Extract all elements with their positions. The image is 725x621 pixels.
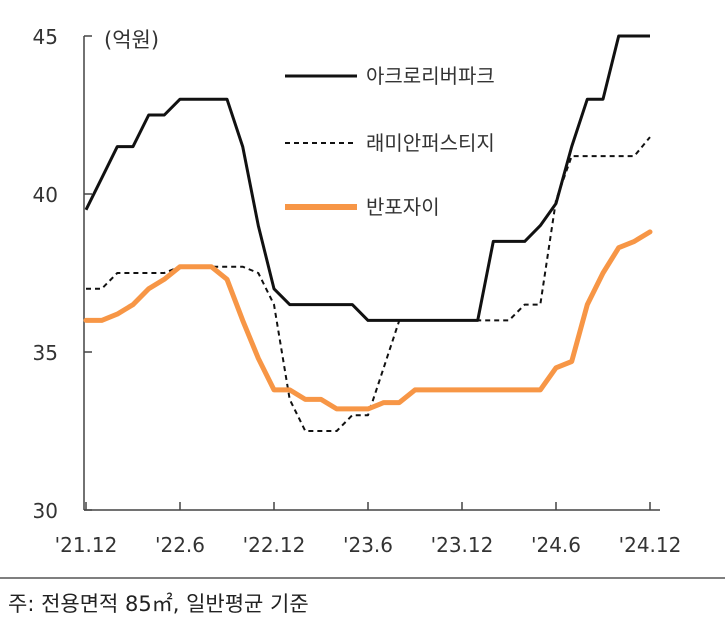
y-tick-label: 30 <box>33 499 58 523</box>
y-tick-label: 40 <box>33 183 58 207</box>
x-tick-label: '24.12 <box>619 533 682 557</box>
x-tick-label: '24.6 <box>531 533 581 557</box>
footnote: 주: 전용면적 85㎡, 일반평균 기준 <box>8 592 309 616</box>
series-line-1 <box>86 136 651 432</box>
x-tick-label: '22.6 <box>155 533 205 557</box>
series-lines <box>83 34 653 432</box>
x-tick-label: '23.12 <box>431 533 494 557</box>
y-unit-label: (억원) <box>104 28 159 52</box>
y-tick-label: 35 <box>33 341 58 365</box>
legend-label-0: 아크로리버파크 <box>366 64 495 88</box>
y-tick-label: 45 <box>33 25 58 49</box>
series-line-2 <box>83 229 653 412</box>
x-ticks: '21.12 '22.6 '22.12 '23.6 '23.12 '24.6 '24.12 <box>55 502 682 557</box>
x-tick-label: '23.6 <box>343 533 393 557</box>
legend-label-1: 래미안퍼스티지 <box>366 131 495 155</box>
legend-label-2: 반포자이 <box>366 195 440 219</box>
y-ticks: 30 35 40 45 <box>33 25 92 523</box>
x-tick-label: '22.12 <box>243 533 306 557</box>
series-line-0 <box>84 34 650 322</box>
x-tick-label: '21.12 <box>55 533 118 557</box>
